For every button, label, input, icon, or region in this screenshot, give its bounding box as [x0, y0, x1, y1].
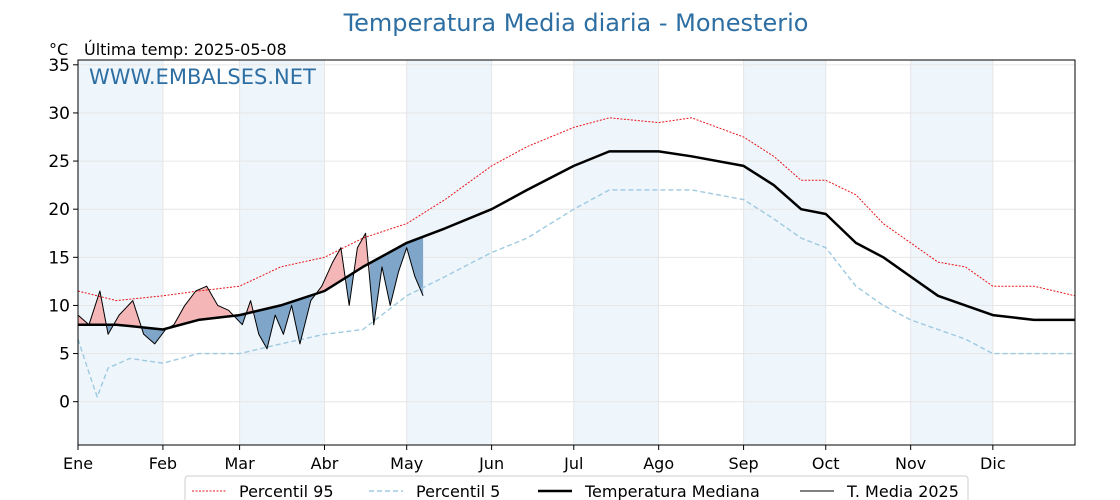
- month-band-4: [743, 60, 826, 445]
- series-line-p95: [77, 117, 1076, 302]
- y-tick-label: 30: [48, 104, 70, 124]
- x-tick-label: Sep: [729, 454, 759, 473]
- month-band-0: [78, 60, 163, 445]
- x-tick-label: Ene: [63, 454, 93, 473]
- y-tick-label: 35: [48, 56, 70, 76]
- month-band-5: [910, 60, 993, 445]
- below-median-fill-11: [369, 236, 424, 325]
- legend-label-p95: Percentil 95: [239, 482, 334, 500]
- above-median-fill-4: [168, 286, 235, 329]
- above-median-fill-6: [246, 300, 255, 318]
- legend-label-median: Temperatura Mediana: [584, 482, 760, 500]
- x-tick-label: Feb: [149, 454, 177, 473]
- x-tick-label: Oct: [812, 454, 840, 473]
- legend-box: [184, 475, 969, 500]
- series-line-current: [77, 232, 424, 350]
- legend: Percentil 95 Percentil 5 Temperatura Media…: [184, 475, 969, 500]
- below-median-fill-3: [142, 327, 169, 344]
- legend-label-current: T. Media 2025: [846, 482, 959, 500]
- x-tick-label: Ago: [643, 454, 674, 473]
- x-tick-label: Dic: [980, 454, 1006, 473]
- above-median-fill-0: [78, 291, 107, 328]
- series-line-median: [78, 150, 1075, 331]
- y-tick-label: 25: [48, 152, 70, 172]
- legend-label-p5: Percentil 5: [416, 482, 500, 500]
- x-tick-label: Jul: [563, 454, 583, 473]
- x-tick-label: Nov: [895, 454, 926, 473]
- above-median-fill-10: [354, 233, 370, 279]
- x-tick-label: May: [390, 454, 423, 473]
- watermark: WWW.EMBALSES.NET: [89, 65, 316, 89]
- x-axis: Ene Feb Mar Abr May Jun Jul Ago Sep Oct Nov Dic: [63, 445, 1006, 473]
- month-band-3: [573, 60, 659, 445]
- x-tick-label: Abr: [311, 454, 339, 473]
- series-line-p5: [77, 189, 1075, 398]
- series-lines: [77, 117, 1076, 398]
- month-band-1: [239, 60, 325, 445]
- plot-frame: [77, 59, 1076, 446]
- x-tick-label: Jun: [478, 454, 504, 473]
- chart-title: Temperatura Media diaria - Monesterio: [343, 9, 809, 37]
- month-bands: [78, 60, 993, 445]
- last-temp-label: Última temp: 2025-05-08: [84, 40, 287, 59]
- x-tick-label: Mar: [225, 454, 256, 473]
- y-tick-label: 10: [48, 296, 70, 316]
- y-tick-label: 0: [59, 393, 70, 413]
- y-tick-label: 15: [48, 248, 70, 268]
- y-tick-label: 5: [59, 345, 70, 365]
- y-axis: 0 5 10 15 20 25 30 35: [48, 56, 78, 413]
- unit-label: °C: [49, 40, 68, 59]
- y-tick-label: 20: [48, 200, 70, 220]
